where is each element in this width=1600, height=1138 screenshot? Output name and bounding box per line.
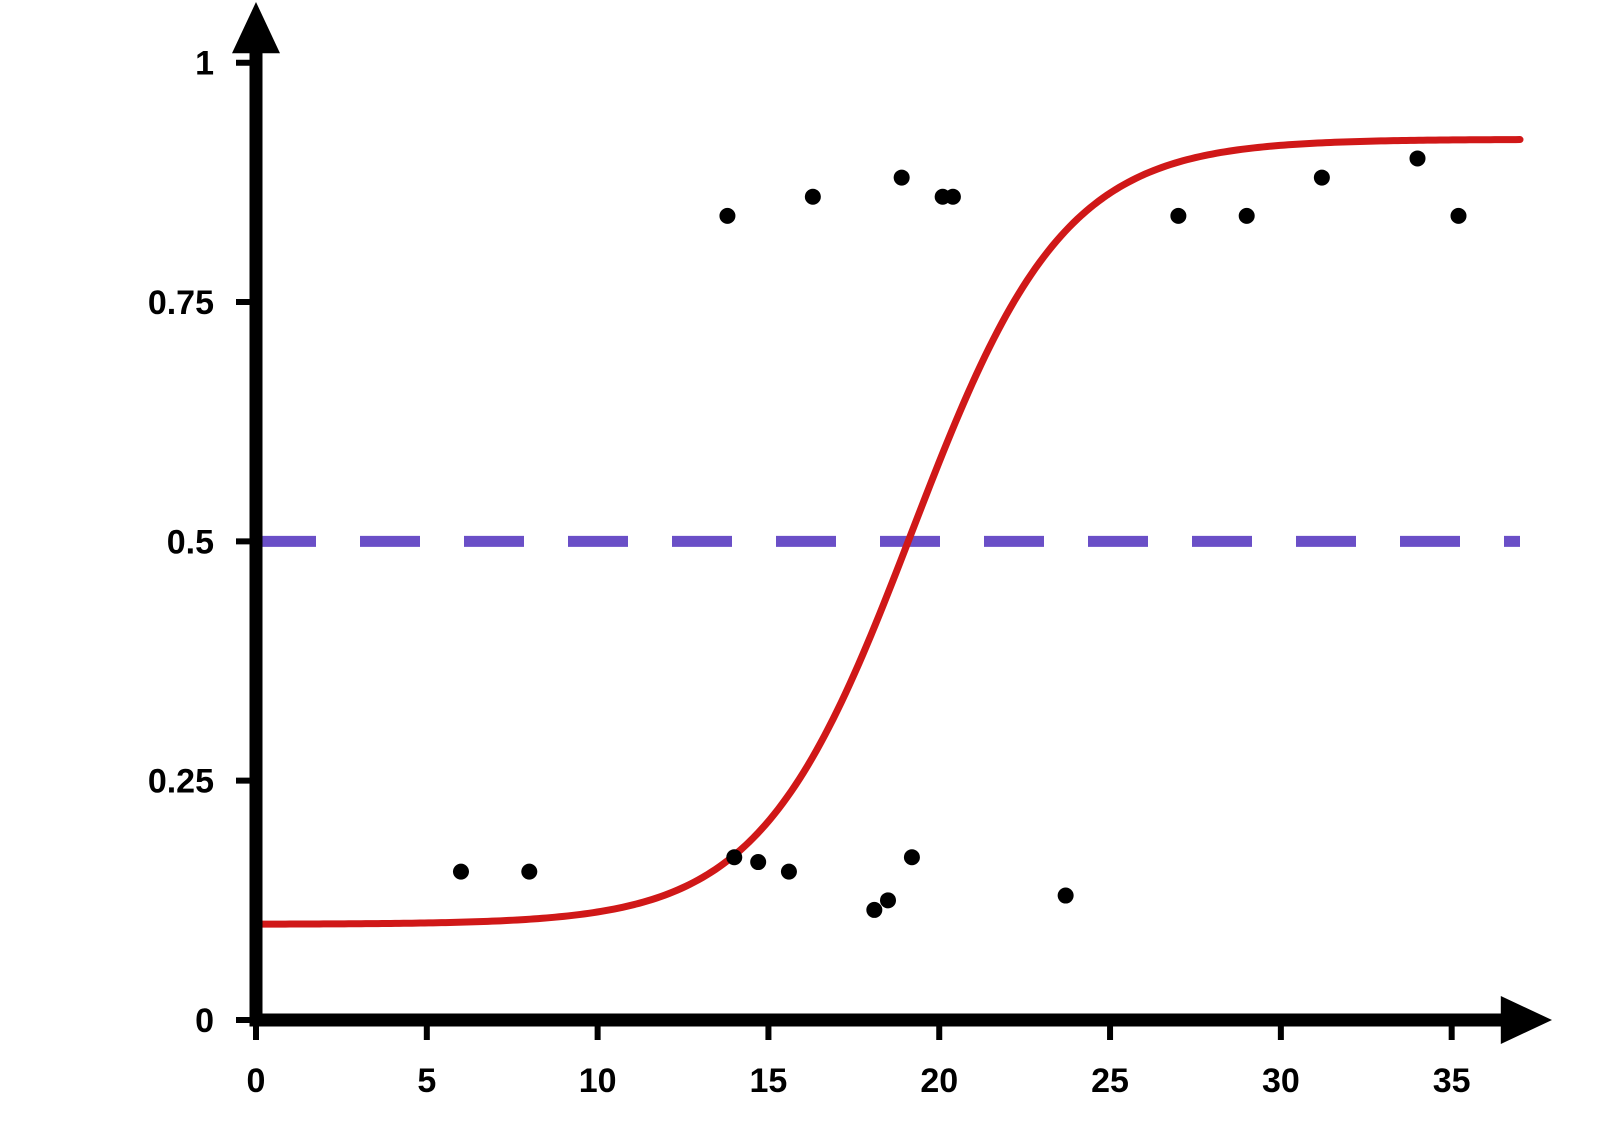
data-point — [945, 189, 961, 205]
data-point — [904, 849, 920, 865]
x-tick-label: 0 — [247, 1062, 266, 1100]
data-point — [1314, 170, 1330, 186]
y-tick-label: 1 — [195, 45, 214, 83]
data-point — [1058, 888, 1074, 904]
chart-svg: 0 5 10 15 20 25 30 35 0 0.25 0.5 0.75 1 — [0, 0, 1600, 1138]
x-tick-label: 15 — [750, 1062, 788, 1100]
data-point — [805, 189, 821, 205]
x-tick-label: 5 — [417, 1062, 436, 1100]
y-tick-label: 0.25 — [148, 763, 214, 801]
data-point — [1170, 208, 1186, 224]
data-point — [453, 864, 469, 880]
data-point — [1239, 208, 1255, 224]
data-point — [719, 208, 735, 224]
data-point — [521, 864, 537, 880]
data-point — [1451, 208, 1467, 224]
data-point — [781, 864, 797, 880]
data-point — [1410, 150, 1426, 166]
data-point — [880, 892, 896, 908]
data-point — [726, 849, 742, 865]
data-point — [866, 902, 882, 918]
x-tick-label: 30 — [1262, 1062, 1300, 1100]
x-tick-label: 10 — [579, 1062, 617, 1100]
data-point — [894, 170, 910, 186]
y-tick-label: 0 — [195, 1002, 214, 1040]
y-tick-label: 0.75 — [148, 284, 214, 322]
data-point — [750, 854, 766, 870]
sigmoid-chart: 0 5 10 15 20 25 30 35 0 0.25 0.5 0.75 1 — [0, 0, 1600, 1138]
x-tick-label: 20 — [920, 1062, 958, 1100]
y-tick-label: 0.5 — [167, 523, 214, 561]
x-tick-label: 25 — [1091, 1062, 1129, 1100]
x-tick-label: 35 — [1433, 1062, 1471, 1100]
